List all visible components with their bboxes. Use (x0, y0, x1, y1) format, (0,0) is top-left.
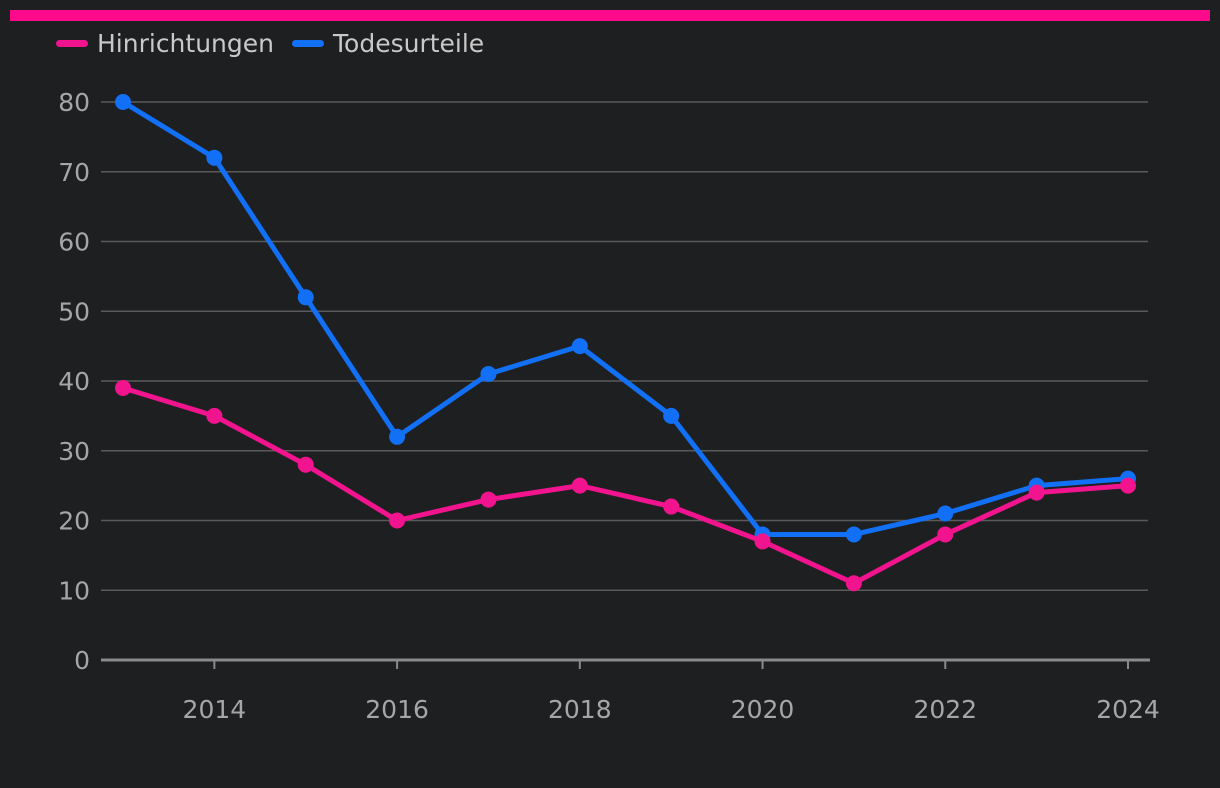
data-point-todesurteile-2014 (206, 149, 223, 166)
data-point-todesurteile-2021 (845, 526, 862, 543)
x-tick-label-2016: 2016 (365, 695, 429, 724)
data-point-hinrichtungen-2019 (663, 498, 680, 515)
data-point-hinrichtungen-2018 (571, 477, 588, 494)
x-tick-label-2018: 2018 (548, 695, 612, 724)
data-point-hinrichtungen-2021 (845, 575, 862, 592)
y-tick-label-50: 50 (58, 297, 90, 326)
y-tick-label-70: 70 (58, 158, 90, 187)
series-line-todesurteile (120, 99, 1131, 537)
y-tick-label-10: 10 (58, 576, 90, 605)
legend-item-todesurteile[interactable]: Todesurteile (292, 29, 484, 58)
data-point-hinrichtungen-2020 (754, 533, 771, 550)
legend-label-hinrichtungen: Hinrichtungen (97, 28, 274, 58)
data-point-hinrichtungen-2024 (1120, 477, 1136, 494)
x-tick-label-2024: 2024 (1096, 695, 1160, 724)
legend-swatch-todesurteile (292, 39, 324, 47)
y-tick-label-20: 20 (58, 507, 90, 536)
series-line-hinrichtungen (120, 385, 1131, 586)
data-point-hinrichtungen-2014 (206, 407, 223, 424)
data-point-hinrichtungen-2016 (389, 512, 406, 529)
data-point-todesurteile-2019 (663, 407, 680, 424)
x-tick-label-2014: 2014 (183, 695, 247, 724)
legend-swatch-hinrichtungen (56, 39, 88, 47)
accent-bar (10, 10, 1210, 21)
data-point-hinrichtungen-2013 (115, 379, 131, 396)
x-tick-label-2020: 2020 (731, 695, 795, 724)
data-point-hinrichtungen-2023 (1028, 484, 1045, 501)
y-tick-label-60: 60 (58, 228, 90, 257)
y-tick-label-0: 0 (74, 646, 90, 675)
data-point-todesurteile-2017 (480, 366, 497, 383)
legend-label-todesurteile: Todesurteile (333, 28, 485, 58)
data-point-hinrichtungen-2017 (480, 491, 497, 508)
y-tick-label-30: 30 (58, 437, 90, 466)
legend: Hinrichtungen Todesurteile (56, 26, 484, 60)
x-tick-label-2022: 2022 (913, 695, 977, 724)
y-tick-label-80: 80 (58, 88, 90, 117)
y-tick-label-40: 40 (58, 367, 90, 396)
data-point-hinrichtungen-2015 (297, 456, 314, 473)
data-point-todesurteile-2022 (937, 505, 954, 522)
data-point-todesurteile-2013 (115, 94, 131, 110)
data-point-hinrichtungen-2022 (937, 526, 954, 543)
data-point-todesurteile-2016 (389, 428, 406, 445)
data-point-todesurteile-2015 (297, 289, 314, 306)
data-point-todesurteile-2018 (571, 338, 588, 355)
legend-item-hinrichtungen[interactable]: Hinrichtungen (56, 29, 274, 58)
